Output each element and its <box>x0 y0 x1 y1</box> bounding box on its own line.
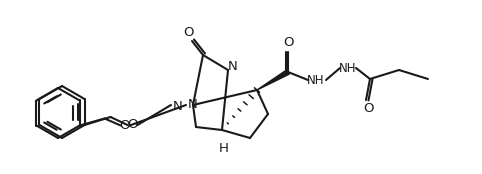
Text: O: O <box>127 118 138 132</box>
Text: N: N <box>188 98 198 112</box>
Polygon shape <box>257 70 289 90</box>
Text: O: O <box>363 102 373 116</box>
Text: O: O <box>184 26 194 39</box>
Text: N: N <box>228 61 238 73</box>
Text: O: O <box>120 119 130 132</box>
Text: O: O <box>283 37 293 49</box>
Text: H: H <box>219 141 229 155</box>
Text: N: N <box>173 101 183 113</box>
Text: NH: NH <box>307 73 325 86</box>
Text: NH: NH <box>339 61 357 74</box>
